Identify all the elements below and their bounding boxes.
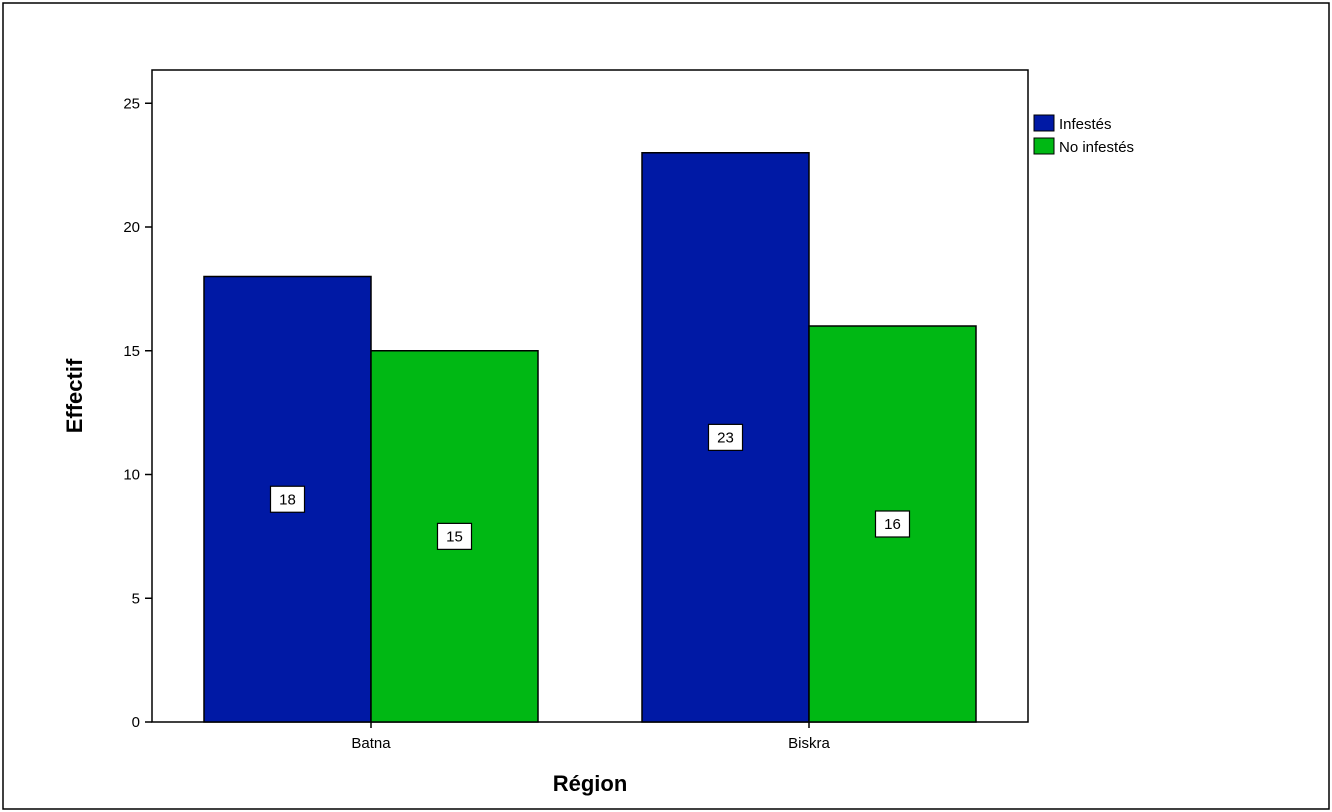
data-label: 23 xyxy=(717,429,734,446)
y-tick-label: 20 xyxy=(123,219,140,236)
data-label-box xyxy=(269,485,306,513)
legend-label-no-infestes: No infestés xyxy=(1059,139,1134,156)
y-tick-label: 0 xyxy=(132,714,140,731)
x-tick-label: Biskra xyxy=(788,735,830,752)
legend-label-infestes: Infestés xyxy=(1059,116,1112,133)
x-axis-title: Région xyxy=(553,771,628,796)
data-label-box xyxy=(707,423,744,451)
legend-swatch-no-infestes xyxy=(1033,137,1055,155)
y-tick-label: 15 xyxy=(123,343,140,360)
data-label: 18 xyxy=(279,491,296,508)
data-labels: 18 15 23 16 xyxy=(269,423,911,550)
y-tick-label: 10 xyxy=(123,467,140,484)
y-tick-label: 5 xyxy=(132,590,140,607)
data-label: 16 xyxy=(884,516,901,533)
y-axis-title: Effectif xyxy=(62,358,87,433)
x-tick-label: Batna xyxy=(351,735,391,752)
data-label-box xyxy=(874,510,911,538)
y-axis: 0 5 10 15 20 25 xyxy=(123,95,152,731)
legend: Infestés No infestés xyxy=(1033,114,1134,156)
data-label: 15 xyxy=(446,528,463,545)
legend-swatch-infestes xyxy=(1033,114,1055,132)
y-tick-label: 25 xyxy=(123,95,140,112)
x-axis: Batna Biskra xyxy=(351,722,830,752)
data-label-box xyxy=(436,522,473,550)
